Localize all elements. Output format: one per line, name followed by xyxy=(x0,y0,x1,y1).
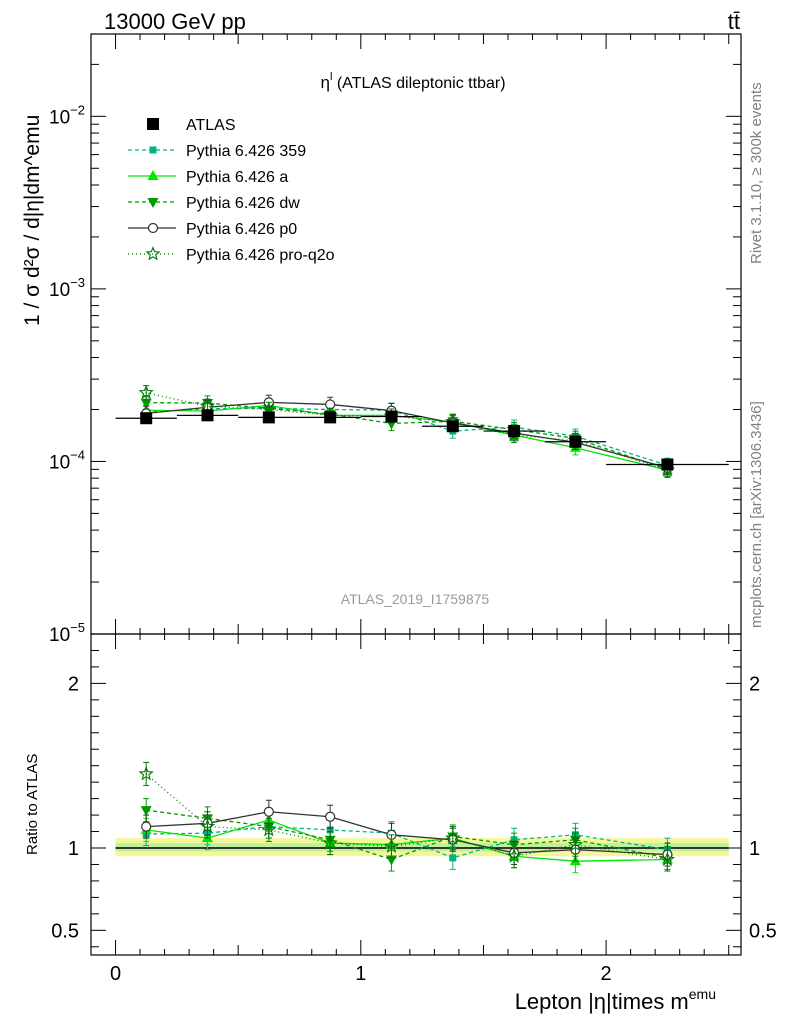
main-point-pdw xyxy=(140,398,152,409)
ratio-point-pq2o xyxy=(199,818,216,834)
legend-marker-pq2o xyxy=(145,245,161,261)
main-point-pq2o xyxy=(138,384,154,400)
x-axis-label: Lepton |η|times memu xyxy=(515,986,716,1014)
ratio-point-pp0 xyxy=(141,821,152,832)
ratio-series-pq2o xyxy=(138,761,676,872)
legend-label-atlas: ATLAS xyxy=(186,117,236,134)
side-label-top: Rivet 3.1.10, ≥ 300k events xyxy=(748,82,765,264)
title-rest: (ATLAS dileptonic ttbar) xyxy=(332,75,505,92)
ratio-ytick-label-right: 2 xyxy=(749,673,760,695)
main-series-layer xyxy=(115,384,729,478)
main-panel: 10−210−310−410−5 ηl (ATLAS dileptonic tt… xyxy=(21,33,742,646)
title-symbol: η xyxy=(320,73,329,92)
main-ticks-layer: 10−210−310−410−5 xyxy=(49,33,741,646)
legend-label-359: Pythia 6.426 359 xyxy=(186,143,306,160)
ratio-point-pq2o xyxy=(322,835,338,850)
ratio-xtick-label: 1 xyxy=(355,963,366,985)
ratio-panel: 0 1 2 2 2 1 1 0.5 0.5 Ratio to ATLAS Lepton |η|t… xyxy=(24,633,777,1014)
main-point-data xyxy=(569,435,582,448)
ratio-point-pp0 xyxy=(263,806,274,817)
ratio-series-layer xyxy=(138,761,676,874)
x-axis-label-main: Lepton |η|times m xyxy=(515,989,689,1014)
plot-title: ηl (ATLAS dileptonic ttbar) xyxy=(320,71,505,92)
main-ytick-label-base: 10 xyxy=(49,107,70,128)
ratio-xtick-label: 2 xyxy=(601,963,612,985)
analysis-watermark: ATLAS_2019_I1759875 xyxy=(341,591,490,607)
x-axis-label-sup: emu xyxy=(689,986,716,1002)
main-point-data xyxy=(508,425,521,438)
legend-label-a: Pythia 6.426 a xyxy=(186,169,288,186)
legend-marker-pp0 xyxy=(147,222,159,234)
ratio-point-pq2o xyxy=(383,838,400,853)
ratio-ticks-layer: 0 1 2 2 2 1 1 0.5 0.5 xyxy=(51,634,777,985)
main-point-data xyxy=(446,420,459,433)
process-label: tt̄ xyxy=(728,9,740,34)
legend-marker-pa xyxy=(147,170,159,180)
side-label-bottom: mcplots.cern.ch [arXiv:1306.3436] xyxy=(748,401,765,628)
energy-label: 13000 GeV pp xyxy=(104,9,246,34)
title-superscript: l xyxy=(330,71,332,83)
main-ytick-label-base: 10 xyxy=(49,625,70,646)
ratio-ylabel: Ratio to ATLAS xyxy=(24,754,41,855)
main-ytick-label-exp: −5 xyxy=(70,620,85,635)
main-ytick-label: 10−3 xyxy=(49,275,85,301)
legend-marker-p359 xyxy=(149,146,157,154)
main-ytick-label-exp: −3 xyxy=(70,275,85,290)
ratio-ytick-label-left: 0.5 xyxy=(51,920,79,942)
legend-symbols xyxy=(128,118,176,261)
main-point-data xyxy=(661,458,674,471)
ratio-point-pq2o xyxy=(138,765,154,781)
legend-label-pro-q2o: Pythia 6.426 pro-q2o xyxy=(186,247,335,264)
ratio-ytick-label-left: 2 xyxy=(68,673,79,695)
main-series-data xyxy=(115,409,729,471)
ratio-point-pq2o xyxy=(445,830,461,845)
main-ytick-label: 10−5 xyxy=(49,620,85,646)
ratio-point-p359 xyxy=(449,854,457,862)
ratio-point-pq2o xyxy=(506,848,522,863)
main-point-data xyxy=(262,411,275,424)
main-point-data xyxy=(140,412,153,425)
main-ytick-label-base: 10 xyxy=(49,280,70,301)
main-point-data xyxy=(385,410,398,423)
legend-marker-data xyxy=(147,118,159,130)
main-ytick-label: 10−2 xyxy=(49,102,85,128)
main-ytick-label-exp: −2 xyxy=(70,102,85,117)
main-ylabel: 1 / σ d²σ / d|η|dm^emu xyxy=(21,115,44,326)
ratio-point-pq2o xyxy=(261,821,277,837)
legend-label-dw: Pythia 6.426 dw xyxy=(186,195,300,212)
ratio-panel-frame xyxy=(90,633,742,956)
ratio-uncertainty-band-inner xyxy=(115,843,729,852)
main-line-pq2o xyxy=(146,392,668,471)
ratio-point-pq2o xyxy=(659,851,676,867)
ratio-ytick-label-left: 1 xyxy=(68,838,79,860)
main-point-data xyxy=(201,409,214,422)
ratio-point-pp0 xyxy=(325,811,336,822)
main-ytick-label: 10−4 xyxy=(49,447,85,473)
main-ytick-label-base: 10 xyxy=(49,452,70,473)
main-ytick-label-exp: −4 xyxy=(70,447,85,462)
ratio-point-pdw xyxy=(140,806,152,817)
ratio-point-pq2o xyxy=(567,836,584,852)
main-point-data xyxy=(324,411,337,424)
legend-label-p0: Pythia 6.426 p0 xyxy=(186,221,297,238)
main-point-pq2o xyxy=(199,398,216,413)
legend: ATLAS Pythia 6.426 359 Pythia 6.426 a Py… xyxy=(128,117,335,264)
ratio-ytick-label-right: 0.5 xyxy=(749,920,777,942)
ratio-ytick-label-right: 1 xyxy=(749,838,760,860)
ratio-xtick-label: 0 xyxy=(110,963,121,985)
legend-marker-pdw xyxy=(147,198,159,208)
